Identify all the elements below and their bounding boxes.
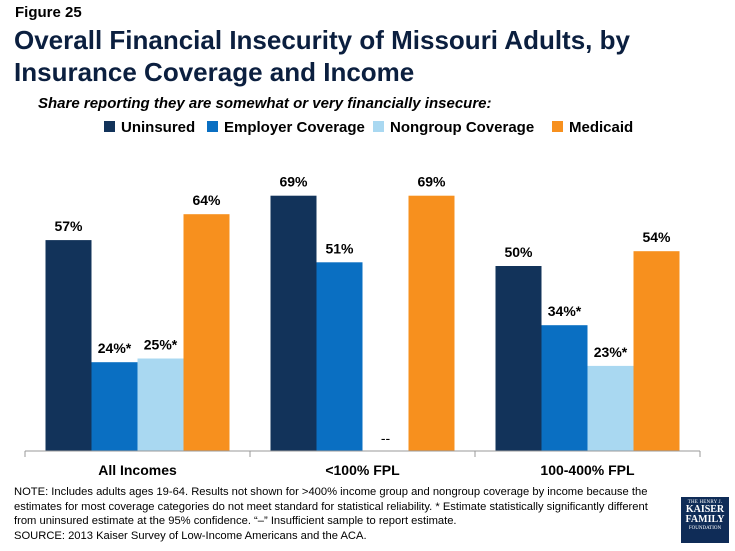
data-label-nongroup-coverage-1: 25%* xyxy=(144,337,178,353)
data-label-nongroup-coverage-2: -- xyxy=(381,430,391,446)
data-label-employer-coverage-2: 51% xyxy=(325,240,354,256)
logo-line-1: THE HENRY J. xyxy=(687,500,723,505)
bar-medicaid-2 xyxy=(408,195,455,451)
note-text: NOTE: Includes adults ages 19-64. Result… xyxy=(14,486,648,527)
data-label-uninsured-3: 50% xyxy=(504,244,533,260)
source-text: SOURCE: 2013 Kaiser Survey of Low-Income… xyxy=(14,529,367,542)
chart-note: NOTE: Includes adults ages 19-64. Result… xyxy=(14,485,662,543)
legend-swatch-uninsured xyxy=(104,121,115,132)
data-label-medicaid-3: 54% xyxy=(642,229,671,245)
logo-line-2: KAISER xyxy=(685,504,725,515)
figure-label: Figure 25 xyxy=(15,4,82,21)
legend-item-nongroup: Nongroup Coverage xyxy=(373,119,534,136)
bar-nongroup-coverage-1 xyxy=(137,358,184,451)
legend-item-uninsured: Uninsured xyxy=(104,119,195,136)
data-label-medicaid-2: 69% xyxy=(417,174,446,190)
data-label-uninsured-1: 57% xyxy=(54,218,83,234)
data-label-uninsured-2: 69% xyxy=(279,174,308,190)
data-label-nongroup-coverage-3: 23%* xyxy=(594,344,628,360)
bar-medicaid-3 xyxy=(633,251,680,451)
legend-swatch-nongroup xyxy=(373,121,384,132)
logo-line-4: FOUNDATION xyxy=(688,526,722,531)
category-label-2: <100% FPL xyxy=(325,462,400,478)
bar-nongroup-coverage-3 xyxy=(587,365,634,451)
legend-swatch-medicaid xyxy=(552,121,563,132)
legend-label-nongroup: Nongroup Coverage xyxy=(390,119,535,136)
bar-uninsured-3 xyxy=(495,266,542,451)
category-label-3: 100-400% FPL xyxy=(540,462,635,478)
bar-employer-coverage-1 xyxy=(91,362,138,451)
legend-swatch-employer xyxy=(207,121,218,132)
legend-label-employer: Employer Coverage xyxy=(224,119,365,136)
kff-logo: THE HENRY J. KAISER FAMILY FOUNDATION xyxy=(681,497,729,543)
bar-employer-coverage-2 xyxy=(316,262,363,451)
bar-uninsured-2 xyxy=(270,195,317,451)
legend-label-uninsured: Uninsured xyxy=(121,119,196,136)
chart-subtitle: Share reporting they are somewhat or ver… xyxy=(38,95,492,112)
bar-employer-coverage-3 xyxy=(541,325,588,451)
legend-item-employer: Employer Coverage xyxy=(207,119,365,136)
bar-uninsured-1 xyxy=(45,240,92,451)
bar-chart: 57% 24%* 25%* 64% All Incomes 69% 51% -- 69% <100… xyxy=(24,174,701,478)
data-label-employer-coverage-1: 24%* xyxy=(98,340,132,356)
legend-label-medicaid: Medicaid xyxy=(569,119,634,136)
legend-item-medicaid: Medicaid xyxy=(552,119,633,136)
chart-title: Overall Financial Insecurity of Missouri… xyxy=(14,25,630,87)
logo-line-3: FAMILY xyxy=(685,514,725,525)
data-label-medicaid-1: 64% xyxy=(192,192,221,208)
bar-medicaid-1 xyxy=(183,214,230,451)
legend: Uninsured Employer Coverage Nongroup Cov… xyxy=(0,119,735,139)
category-label-1: All Incomes xyxy=(98,462,177,478)
data-label-employer-coverage-3: 34%* xyxy=(548,303,582,319)
